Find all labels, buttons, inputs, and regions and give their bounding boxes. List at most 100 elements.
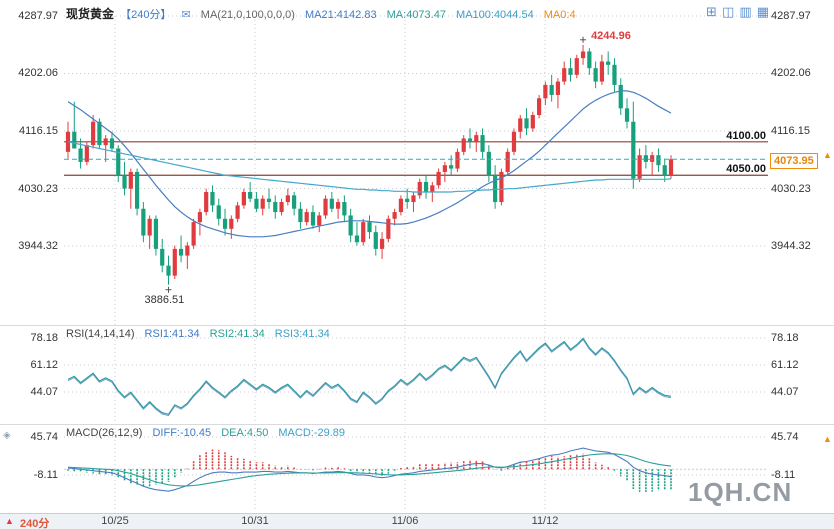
layout-grid-4-icon[interactable]: ▦ — [756, 4, 769, 19]
candle-body — [461, 138, 466, 152]
candle-body — [436, 171, 441, 186]
main-legend: 现货黄金 【240分】 ✉ MA(21,0,100,0,0,0) MA21:41… — [66, 5, 583, 22]
candle-body — [260, 198, 265, 209]
candle-body — [606, 61, 611, 65]
candle-body — [493, 175, 498, 203]
candle-body — [423, 181, 429, 193]
rsi-line — [67, 337, 672, 415]
rsi1-value: RSI1:41.34 — [144, 328, 200, 340]
rsi2-value: RSI2:41.34 — [209, 328, 265, 340]
candle-body — [511, 131, 517, 152]
candle-body — [562, 68, 567, 82]
rsi-line — [67, 338, 672, 417]
candle-body — [549, 84, 554, 95]
candle-body — [323, 198, 328, 216]
candle-body — [304, 212, 309, 223]
y-axis-label: 61.12 — [771, 359, 799, 371]
candle-body — [229, 218, 234, 229]
layout-toolbar: ⊞ ◫ ▥ ▦ — [704, 4, 769, 20]
candle-body — [84, 145, 89, 162]
mail-icon[interactable]: ✉ — [181, 9, 191, 21]
y-axis-label: 4116.15 — [19, 124, 58, 137]
candle-body — [128, 171, 133, 189]
current-price-badge: 4073.95 — [770, 153, 818, 169]
panel-separator — [0, 424, 834, 425]
candle-body — [185, 245, 190, 256]
candle-body — [643, 155, 648, 162]
y-axis-label: 45.74 — [30, 431, 58, 443]
candle-body — [411, 195, 416, 203]
layout-single-icon[interactable]: ⊞ — [706, 4, 717, 19]
candle-body — [310, 212, 316, 226]
candle-body — [524, 118, 529, 129]
date-label: 10/25 — [101, 515, 129, 527]
candle-body — [348, 215, 353, 236]
y-axis-label: 44.07 — [771, 386, 799, 398]
candle-body — [474, 135, 479, 142]
y-axis-label: 44.07 — [30, 386, 58, 398]
candle-body — [668, 159, 674, 176]
high-annotation: 4244.96 — [591, 29, 631, 42]
indicator-icon[interactable]: ◈ — [3, 430, 11, 441]
time-axis-bar[interactable]: ▲ 240分 10/25 10/31 11/06 11/12 — [0, 513, 834, 529]
rsi-legend: RSI(14,14,14) RSI1:41.34 RSI2:41.34 RSI3… — [66, 328, 337, 340]
upper-level-label: 4100.00 — [726, 130, 766, 142]
candle-body — [480, 135, 485, 152]
diff-value: DIFF:-10.45 — [152, 427, 212, 439]
y-axis-label: 3944.32 — [18, 240, 58, 252]
date-label: 11/06 — [391, 515, 419, 527]
candle-body — [279, 202, 284, 213]
layout-split-2-icon[interactable]: ◫ — [721, 4, 735, 19]
macd-settings-label[interactable]: MACD(26,12,9) — [66, 427, 143, 439]
candle-body — [656, 155, 661, 166]
ma21-value: MA21:4142.83 — [305, 9, 377, 21]
candle-body — [210, 192, 215, 206]
candle-body — [254, 198, 259, 209]
candle-body — [204, 192, 209, 213]
candle-body — [216, 205, 221, 219]
ma-value: MA:4073.47 — [386, 9, 446, 21]
candle-body — [417, 181, 422, 196]
footer-period-label[interactable]: 240分 — [20, 518, 50, 529]
ma-settings-label[interactable]: MA(21,0,100,0,0,0) — [200, 9, 295, 21]
candle-body — [543, 84, 548, 99]
candle-body — [593, 68, 598, 82]
y-axis-label: 4202.06 — [18, 67, 58, 80]
candle-body — [430, 185, 435, 193]
candle-body — [103, 138, 108, 146]
dea-line — [67, 453, 672, 487]
y-axis-label: 4202.06 — [771, 67, 811, 80]
y-axis-label: -8.11 — [771, 469, 796, 481]
rsi-settings-label[interactable]: RSI(14,14,14) — [66, 328, 135, 340]
ma0-value: MA0:4 — [543, 9, 576, 21]
symbol-name: 现货黄金 — [66, 7, 115, 21]
candle-body — [662, 165, 667, 176]
macd-value: MACD:-29.89 — [278, 427, 346, 439]
layout-rows-icon[interactable]: ▥ — [739, 4, 752, 19]
candle-body — [650, 155, 655, 162]
candle-body — [449, 165, 454, 169]
ma100-line — [67, 141, 672, 193]
candle-body — [530, 115, 535, 129]
y-axis-label: 4116.15 — [771, 124, 810, 137]
candle-body — [379, 238, 385, 249]
y-axis-label: -8.11 — [33, 469, 58, 481]
candle-body — [373, 232, 378, 249]
candle-body — [191, 222, 196, 246]
y-axis-label: 3944.32 — [771, 240, 811, 252]
price-edge-arrow-icon: ▲ — [823, 150, 832, 160]
candle-body — [292, 195, 297, 209]
candle-body — [109, 138, 115, 149]
panel-separator — [0, 325, 834, 326]
candle-body — [392, 212, 397, 219]
candle-body — [222, 218, 228, 229]
ma21-line — [67, 90, 672, 238]
period-marker-icon: ▲ — [5, 516, 14, 526]
candle-body — [518, 118, 523, 132]
candle-body — [134, 171, 140, 209]
candle-body — [618, 84, 623, 109]
y-axis-label: 61.12 — [30, 359, 58, 371]
period-label[interactable]: 【240分】 — [120, 9, 172, 21]
candle-body — [335, 202, 341, 209]
